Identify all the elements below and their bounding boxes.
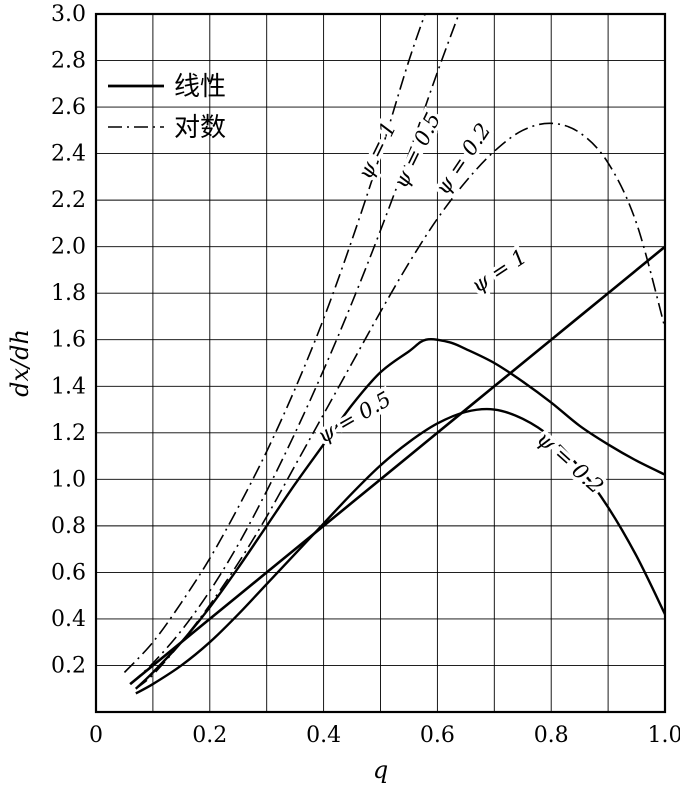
y-tick-label: 1.0 bbox=[51, 467, 86, 492]
series-linear-psi-0.5 bbox=[135, 338, 665, 690]
series-log-psi-0.5 bbox=[129, 14, 460, 685]
legend-label: 线性 bbox=[174, 72, 226, 102]
x-tick-label: 0.6 bbox=[420, 723, 455, 748]
y-tick-label: 3.0 bbox=[51, 2, 86, 27]
x-tick-label: 0.4 bbox=[306, 723, 341, 748]
y-tick-label: 0.6 bbox=[51, 560, 86, 585]
y-tick-label: 2.6 bbox=[51, 95, 86, 120]
x-tick-label: 0.2 bbox=[192, 723, 227, 748]
plot-border bbox=[94, 12, 667, 714]
y-tick-label: 2.2 bbox=[51, 188, 86, 213]
y-tick-label: 1.2 bbox=[51, 421, 86, 446]
y-tick-label: 2.4 bbox=[51, 142, 86, 167]
y-tick-label: 0.2 bbox=[51, 653, 86, 678]
y-tick-label: 2.8 bbox=[51, 49, 86, 74]
x-tick-label: 0.8 bbox=[534, 723, 569, 748]
curve-label-linear-psi-1: ψ = 1 bbox=[467, 244, 531, 297]
series-linear-psi-1 bbox=[129, 245, 665, 686]
y-tick-label: 1.8 bbox=[51, 281, 86, 306]
y-tick-label: 1.6 bbox=[51, 328, 86, 353]
x-axis-label: q bbox=[373, 756, 388, 784]
y-tick-label: 2.0 bbox=[51, 235, 86, 260]
series-log-psi-1 bbox=[123, 14, 426, 673]
series-group bbox=[123, 14, 665, 695]
y-tick-label: 1.4 bbox=[51, 374, 86, 399]
y-axis-label: dx/dh bbox=[6, 329, 34, 397]
curve-label-linear-psi-0.5: ψ = 0.5 bbox=[313, 387, 395, 448]
y-tick-label: 0.4 bbox=[51, 607, 86, 632]
y-tick-label: 0.8 bbox=[51, 514, 86, 539]
legend-label: 对数 bbox=[174, 113, 226, 143]
x-tick-label: 0 bbox=[89, 723, 103, 748]
series-linear-psi-0.2 bbox=[135, 407, 665, 695]
series-log-psi-0.2 bbox=[135, 122, 665, 690]
x-tick-label: 1.0 bbox=[648, 723, 680, 748]
